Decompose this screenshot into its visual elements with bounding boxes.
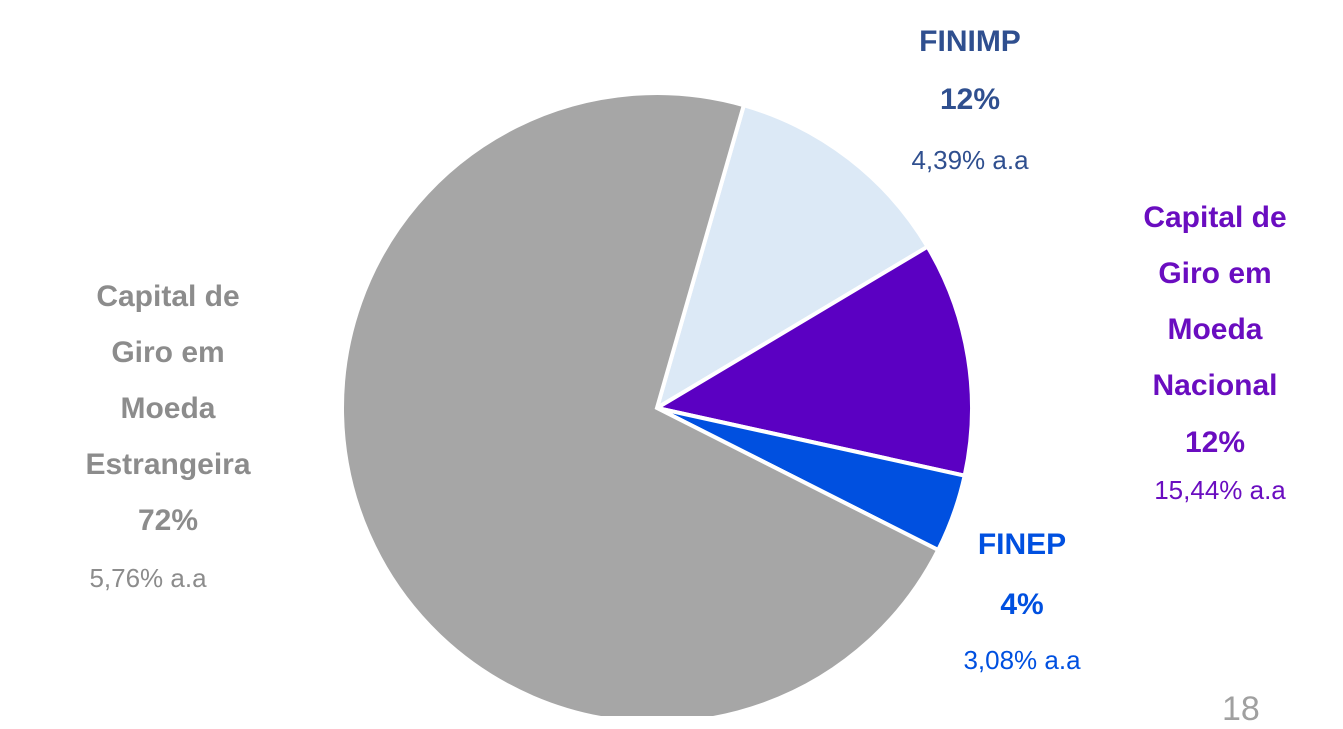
pie-slice — [653, 102, 931, 413]
slice-rate: 4,39% a.a — [911, 145, 1029, 175]
slice-name: FINIMP — [919, 25, 1021, 58]
slice-percent: 12% — [1184, 426, 1246, 459]
slice-percent: 72% — [137, 504, 199, 537]
slice-name: FINEP — [977, 528, 1067, 561]
slice-rate: 5,76% a.a — [89, 563, 207, 593]
slice-name: Capital de Giro em Moeda Estrangeira — [85, 280, 251, 481]
slice-percent: 4% — [1000, 588, 1044, 621]
page-number: 18 — [1222, 690, 1260, 728]
slice-rate: 15,44% a.a — [1154, 475, 1286, 505]
slice-rate: 3,08% a.a — [963, 645, 1081, 675]
slice-name: Capital de Giro em Moeda Nacional — [1143, 201, 1287, 402]
pie-slice — [651, 243, 974, 479]
slice-percent: 12% — [939, 83, 1001, 116]
pie-slice — [340, 91, 941, 716]
